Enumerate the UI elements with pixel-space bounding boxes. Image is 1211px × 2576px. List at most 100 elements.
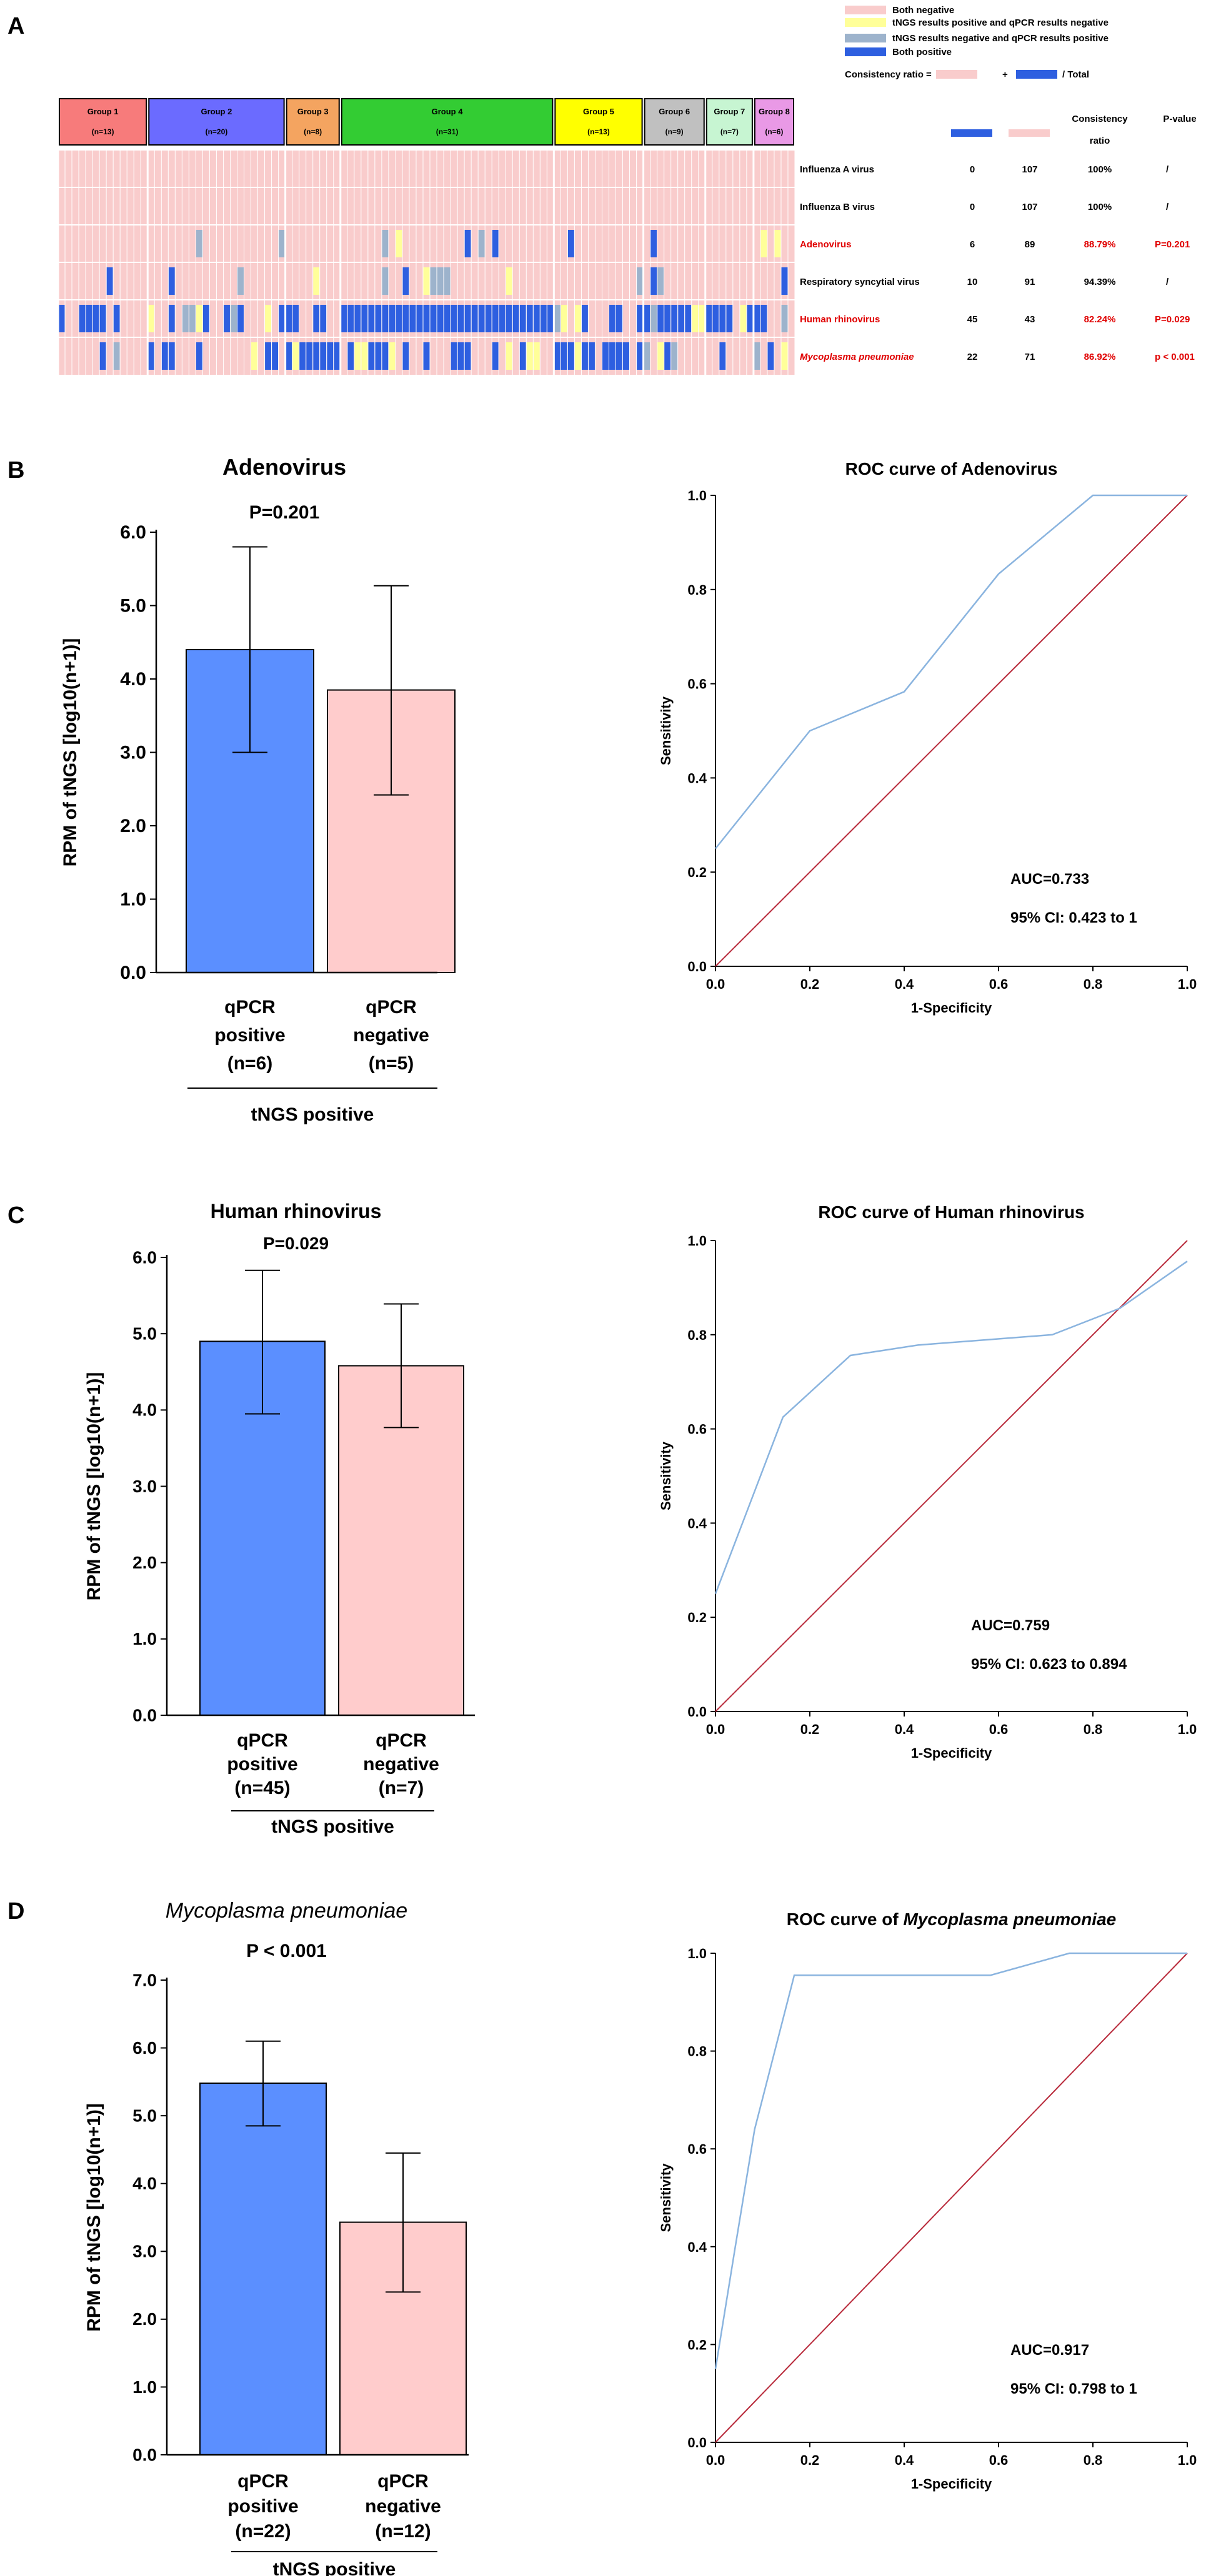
roc-ylabel: Sensitivity	[658, 696, 674, 765]
heatmap-cell	[574, 305, 581, 332]
heatmap-cell	[147, 305, 154, 332]
heatmap-cell	[423, 267, 430, 295]
table-ratio: 100%	[1088, 164, 1112, 175]
y-tick-label: 7.0	[132, 1970, 157, 1989]
heatmap-cell	[368, 305, 375, 332]
heatmap-cell	[402, 342, 409, 370]
y-tick-label: 0.6	[687, 676, 707, 692]
heatmap-cell	[781, 305, 788, 332]
x-tick-label: 0.6	[989, 1721, 1009, 1737]
y-tick-label: 5.0	[120, 596, 146, 617]
heatmap-cell	[574, 342, 581, 370]
table-header-both-positive	[951, 129, 992, 137]
y-tick-label: 6.0	[120, 522, 146, 543]
bar-category-label: (n=45)	[234, 1778, 290, 1798]
bar-category-label: negative	[365, 2496, 441, 2517]
table-header-consistency-1: Consistency	[1072, 114, 1128, 124]
heatmap-row-bg	[58, 187, 795, 225]
table-pvalue: /	[1166, 164, 1169, 175]
x-tick-label: 0.8	[1084, 1721, 1103, 1737]
y-tick-label: 4.0	[120, 669, 146, 690]
heatmap-cell	[306, 342, 313, 370]
heatmap-row-bg	[58, 150, 795, 187]
heatmap-cell	[533, 305, 540, 332]
bar	[199, 2083, 327, 2455]
table-pvalue: /	[1166, 277, 1169, 287]
heatmap-cell	[292, 342, 299, 370]
heatmap-cell	[609, 305, 616, 332]
heatmap-cell	[237, 267, 244, 295]
x-tick-label: 0.6	[989, 2452, 1009, 2468]
table-both-negative: 71	[1025, 352, 1035, 362]
heatmap-cell	[671, 305, 678, 332]
y-tick-label: 0.0	[132, 2445, 157, 2464]
heatmap-cell	[719, 305, 726, 332]
group-header-5	[554, 98, 643, 146]
heatmap-cell	[382, 305, 389, 332]
heatmap-cell	[692, 305, 699, 332]
group-header-4	[341, 98, 554, 146]
heatmap-cell	[567, 230, 574, 257]
heatmap-cell	[492, 305, 499, 332]
heatmap-cell	[292, 305, 299, 332]
heatmap-cell	[719, 342, 726, 370]
heatmap-cell	[113, 342, 120, 370]
table-ratio: 86.92%	[1084, 352, 1116, 362]
heatmap-cell	[471, 305, 478, 332]
formula-swatch-both-positive	[1016, 70, 1057, 79]
bar-category-label: (n=6)	[227, 1053, 273, 1074]
heatmap-cell	[196, 230, 202, 257]
heatmap-cell	[561, 305, 567, 332]
panel-label-a: A	[7, 13, 24, 39]
heatmap-cell	[99, 342, 106, 370]
group-header-3	[286, 98, 340, 146]
roc-title: ROC curve of Mycoplasma pneumoniae	[787, 1910, 1116, 1929]
x-tick-label: 0.8	[1084, 2452, 1103, 2468]
group-label: Group 4	[432, 107, 464, 116]
y-tick-label: 0.4	[687, 2239, 707, 2255]
heatmap-cell	[747, 305, 754, 332]
x-tick-label: 0.2	[800, 976, 820, 992]
heatmap-row-bg	[58, 225, 795, 262]
heatmap-cell	[754, 305, 760, 332]
table-pvalue: p < 0.001	[1155, 352, 1195, 362]
x-tick-label: 0.0	[706, 2452, 725, 2468]
group-label: Group 7	[714, 107, 745, 116]
group-label: Group 1	[87, 107, 119, 116]
y-tick-label: 0.8	[687, 1327, 707, 1343]
consistency-formula-prefix: Consistency ratio =	[845, 69, 932, 80]
bar-chart-title: Human rhinovirus	[211, 1200, 382, 1222]
heatmap-cell	[279, 305, 286, 332]
heatmap-cell	[499, 305, 506, 332]
group-label: Group 5	[583, 107, 614, 116]
heatmap-cell	[485, 305, 492, 332]
y-tick-label: 0.6	[687, 2141, 707, 2157]
y-tick-label: 0.6	[687, 1422, 707, 1437]
heatmap-cell	[478, 305, 485, 332]
heatmap-cell	[168, 305, 175, 332]
group-header-2	[148, 98, 285, 146]
y-tick-label: 4.0	[132, 2174, 157, 2193]
y-tick-label: 3.0	[132, 1477, 157, 1496]
y-tick-label: 5.0	[132, 1324, 157, 1344]
table-header-both-negative	[1009, 129, 1050, 137]
bar-category-label: positive	[214, 1025, 285, 1046]
bar-category-label: negative	[363, 1754, 439, 1775]
heatmap-cell	[457, 342, 464, 370]
x-tick-label: 0.2	[800, 1721, 820, 1737]
bar-category-label: qPCR	[237, 1730, 288, 1751]
panel-label-d: D	[7, 1898, 24, 1925]
heatmap-cell	[106, 267, 113, 295]
y-tick-label: 0.4	[687, 1515, 707, 1531]
heatmap-cell	[637, 267, 644, 295]
heatmap-cell	[760, 305, 767, 332]
roc-xlabel: 1-Specificity	[911, 1745, 992, 1761]
roc-reference-line	[715, 1953, 1188, 2443]
heatmap-cell	[92, 305, 99, 332]
group-count: (n=31)	[436, 127, 459, 136]
legend-swatch	[845, 18, 886, 27]
y-tick-label: 1.0	[687, 1233, 707, 1249]
heatmap-cell	[554, 305, 561, 332]
heatmap-cell	[712, 305, 719, 332]
heatmap-cell	[650, 230, 657, 257]
